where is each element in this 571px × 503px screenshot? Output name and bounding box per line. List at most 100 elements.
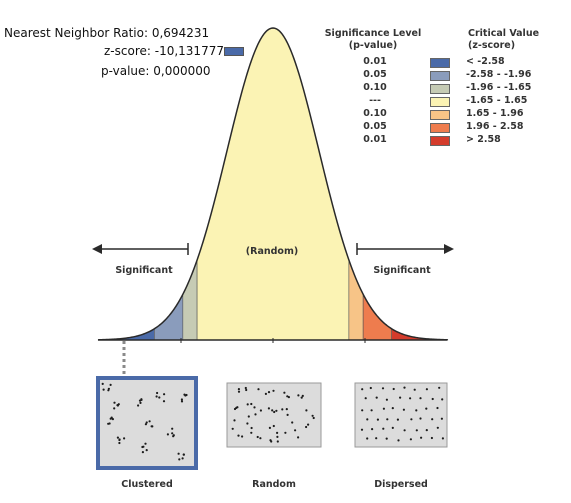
point — [436, 426, 439, 429]
point — [294, 429, 297, 432]
pattern-label-random: Random — [252, 479, 296, 490]
point — [237, 388, 240, 391]
point — [244, 386, 247, 390]
point — [101, 382, 104, 385]
nn-ratio-label: Nearest Neighbor Ratio: — [4, 26, 149, 40]
point — [182, 453, 185, 456]
normal-curve-outline — [98, 27, 448, 341]
nn-ratio-value: 0,694231 — [151, 26, 210, 40]
point — [284, 431, 287, 434]
point — [397, 439, 400, 442]
legend-z-2: -2.58 - -1.96 — [466, 69, 532, 80]
point — [409, 438, 412, 441]
point — [410, 418, 413, 421]
point — [301, 394, 304, 397]
point — [246, 422, 249, 425]
point — [366, 418, 369, 421]
legend-critical-title: Critical Value (z-score) — [468, 28, 540, 51]
point — [381, 387, 385, 390]
point — [276, 440, 279, 443]
point — [431, 397, 434, 401]
point — [180, 400, 184, 403]
p-value-value: 0,000000 — [153, 64, 211, 78]
point — [145, 421, 148, 424]
point — [158, 396, 161, 399]
point — [287, 396, 290, 399]
pattern-label-dispersed: Dispersed — [374, 479, 428, 490]
point — [145, 449, 148, 452]
legend-p-6: 0.05 — [363, 121, 387, 132]
point — [300, 396, 303, 399]
point — [361, 409, 364, 412]
p-value-label: p-value: — [101, 64, 150, 78]
point — [385, 437, 388, 440]
point — [425, 388, 428, 391]
point — [281, 408, 284, 411]
point — [420, 436, 423, 439]
point — [144, 442, 147, 445]
point — [371, 428, 374, 431]
region-196-165 — [182, 259, 198, 341]
point — [247, 415, 250, 418]
point — [396, 418, 399, 421]
dispersed-points — [360, 386, 444, 442]
left-significant-label: Significant — [115, 265, 173, 276]
legend-p-3: 0.10 — [363, 82, 387, 93]
point — [425, 407, 428, 410]
point — [268, 426, 271, 429]
point — [370, 409, 373, 412]
point — [184, 394, 187, 397]
legend-swatch-1 — [430, 58, 450, 68]
z-score-marker — [224, 47, 244, 56]
point — [250, 426, 253, 430]
point — [172, 434, 175, 437]
legend-swatch-6 — [430, 123, 450, 133]
point — [144, 423, 147, 426]
point — [403, 429, 406, 432]
legend-swatch-4 — [430, 97, 450, 107]
z-score-line: z-score: -10,131777 — [104, 44, 224, 58]
point — [180, 398, 183, 401]
point — [117, 403, 120, 406]
point — [392, 387, 395, 391]
point — [312, 416, 315, 420]
right-significant-label: Significant — [373, 265, 431, 276]
point — [113, 407, 116, 410]
legend-p-2: 0.05 — [363, 69, 387, 80]
point — [267, 407, 270, 410]
point — [141, 445, 144, 449]
point — [178, 458, 181, 461]
point — [307, 423, 310, 426]
point — [110, 416, 113, 419]
clustered-points — [101, 382, 188, 461]
legend-p-4: --- — [369, 95, 381, 106]
point — [257, 388, 260, 391]
point — [166, 433, 169, 436]
legend-z-6: 1.96 - 2.58 — [466, 121, 524, 132]
point — [259, 409, 262, 412]
baseline-ticks — [180, 338, 366, 343]
point — [233, 407, 237, 411]
point — [148, 420, 151, 423]
point — [431, 418, 434, 421]
random-center-label: (Random) — [245, 246, 299, 257]
point — [286, 413, 289, 416]
legend-z-3: -1.96 - -1.65 — [466, 82, 532, 93]
point — [272, 389, 275, 392]
point — [441, 398, 444, 401]
left-significance-arrow — [92, 243, 189, 255]
point — [403, 386, 406, 389]
point — [118, 441, 121, 445]
point — [276, 435, 279, 438]
point — [391, 426, 394, 429]
random-points — [231, 386, 315, 443]
point — [264, 392, 267, 395]
point — [305, 425, 308, 429]
point — [177, 452, 180, 455]
point — [116, 436, 119, 439]
legend-z-5: 1.65 - 1.96 — [466, 108, 524, 119]
point — [150, 425, 153, 428]
legend-significance-title: Significance Level (p-value) — [324, 28, 422, 51]
point — [364, 397, 367, 400]
